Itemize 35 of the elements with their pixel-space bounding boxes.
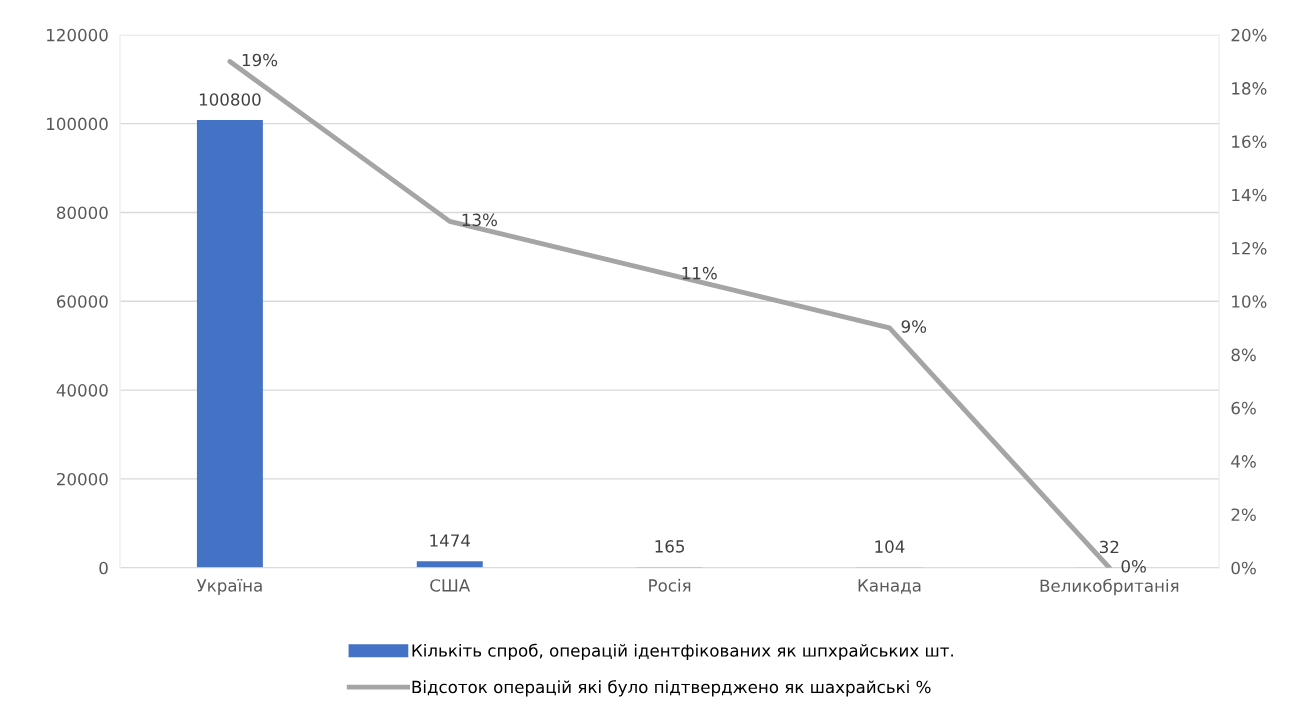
data-label: 19%	[242, 53, 278, 67]
y-tick-label: 120000	[47, 28, 108, 42]
y-tick-label: 80000	[56, 206, 108, 220]
y-tick-label: 20000	[57, 472, 108, 486]
y2-tick-label: 8%	[1231, 348, 1256, 362]
y2-tick-label: 20%	[1231, 28, 1267, 42]
data-label: 100800	[199, 93, 261, 106]
data-label: 104	[875, 540, 905, 553]
y2-tick-label: 18%	[1232, 82, 1267, 95]
y2-tick-label: 12%	[1232, 241, 1267, 255]
x-tick-label: Росія	[649, 578, 691, 592]
data-label: 11%	[682, 266, 717, 280]
x-tick-label: Великобританія	[1040, 578, 1179, 596]
data-label: 13%	[462, 213, 497, 227]
data-label: 32	[1099, 540, 1119, 554]
y2-tick-label: 14%	[1232, 188, 1267, 202]
data-label: 1474	[430, 534, 471, 547]
y-tick-label: 40000	[56, 384, 108, 397]
x-tick-label: США	[430, 579, 471, 592]
y2-tick-label: 16%	[1232, 135, 1267, 148]
y2-tick-label: 0%	[1231, 561, 1256, 575]
y2-tick-label: 4%	[1231, 455, 1256, 468]
y2-tick-label: 6%	[1231, 401, 1256, 415]
y2-tick-label: 10%	[1232, 295, 1267, 308]
data-label: 165	[655, 540, 685, 553]
legend-label: Кількіть спроб, операцій ідентфікованих як шпхрайських шт.	[412, 643, 953, 661]
data-label: 9%	[901, 320, 927, 333]
x-tick-label: Україна	[196, 578, 262, 595]
y-tick-label: 60000	[57, 295, 108, 308]
data-label: 0%	[1121, 559, 1146, 573]
legend-label: Відсоток операцій які було підтверджено як шахрайські %	[412, 680, 931, 697]
y-tick-label: 100000	[47, 117, 108, 131]
y-tick-label: 0	[99, 561, 108, 575]
y2-tick-label: 2%	[1231, 508, 1256, 522]
x-tick-label: Канада	[858, 579, 921, 594]
